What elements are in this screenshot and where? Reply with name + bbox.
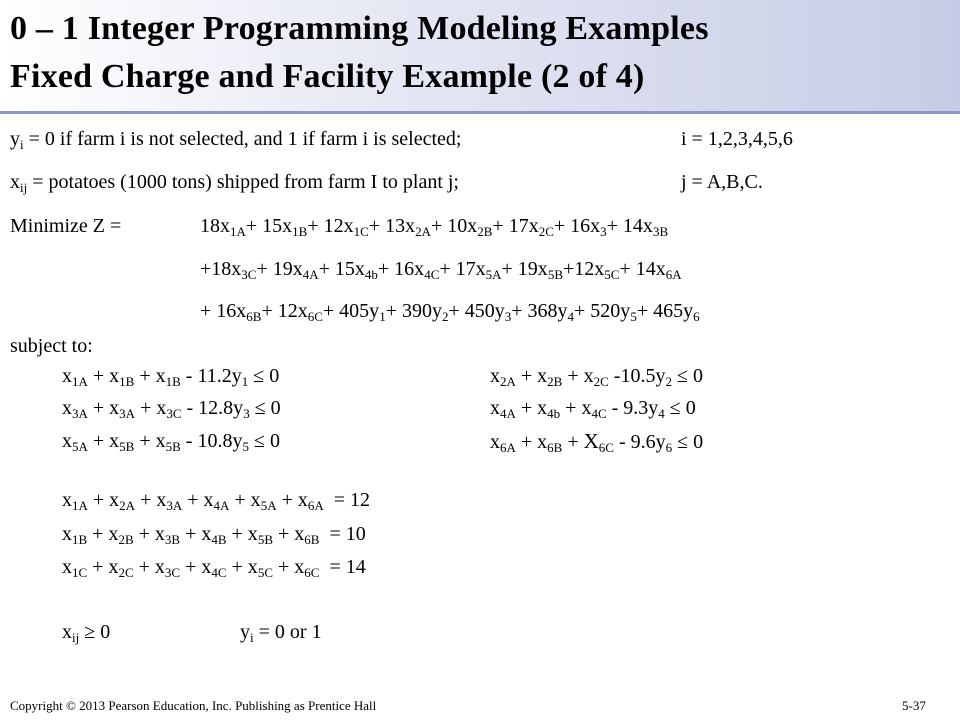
x-definition: xij = potatoes (1000 tons) shipped from … xyxy=(10,171,459,195)
header-divider xyxy=(0,111,960,114)
capacity-constraint-2: x2A + x2B + x2C -10.5y2 ≤ 0 xyxy=(490,365,703,389)
objective-label: Minimize Z = xyxy=(10,215,122,237)
capacity-constraint-6: x6A + x6B + X6C - 9.6y6 ≤ 0 xyxy=(490,429,704,455)
x-index-range: j = A,B,C. xyxy=(681,171,763,193)
y-index-range: i = 1,2,3,4,5,6 xyxy=(681,128,793,150)
y-definition: yi = 0 if farm i is not selected, and 1 … xyxy=(10,128,462,152)
slide-number: 5-37 xyxy=(902,698,926,713)
slide-header: 0 – 1 Integer Programming Modeling Examp… xyxy=(0,0,960,112)
subject-to-label: subject to: xyxy=(10,335,93,357)
capacity-constraint-5: x5A + x5B + x5B - 10.8y5 ≤ 0 xyxy=(62,430,280,454)
slide-title-line-1: 0 – 1 Integer Programming Modeling Examp… xyxy=(10,10,709,47)
objective-line-3: + 16x6B+ 12x6C+ 405y1+ 390y2+ 450y3+ 368… xyxy=(200,300,700,324)
x-definition-text: = potatoes (1000 tons) shipped from farm… xyxy=(32,171,459,193)
copyright-notice: Copyright © 2013 Pearson Education, Inc.… xyxy=(10,698,377,713)
y-definition-text: = 0 if farm i is not selected, and 1 if … xyxy=(28,128,462,150)
slide-title-line-2: Fixed Charge and Facility Example (2 of … xyxy=(10,58,645,95)
capacity-constraint-3: x3A + x3A + x3C - 12.8y3 ≤ 0 xyxy=(62,397,281,421)
capacity-constraint-4: x4A + x4b + x4C - 9.3y4 ≤ 0 xyxy=(490,397,696,421)
objective-line-1: 18x1A+ 15x1B+ 12x1C+ 13x2A+ 10x2B+ 17x2C… xyxy=(200,215,669,239)
objective-line-2: +18x3C+ 19x4A+ 15x4b+ 16x4C+ 17x5A+ 19x5… xyxy=(200,258,682,282)
binary-constraint: yi = 0 or 1 xyxy=(240,621,322,645)
capacity-constraint-1: x1A + x1B + x1B - 11.2y1 ≤ 0 xyxy=(62,365,280,389)
demand-constraint-b: x1B + x2B + x3B + x4B + x5B + x6B = 10 xyxy=(62,523,366,547)
demand-constraint-c: x1C + x2C + x3C + x4C + x5C + x6C = 14 xyxy=(62,556,366,580)
nonnegativity-constraint: xij ≥ 0 xyxy=(62,621,111,645)
demand-constraint-a: x1A + x2A + x3A + x4A + x5A + x6A = 12 xyxy=(62,489,371,513)
